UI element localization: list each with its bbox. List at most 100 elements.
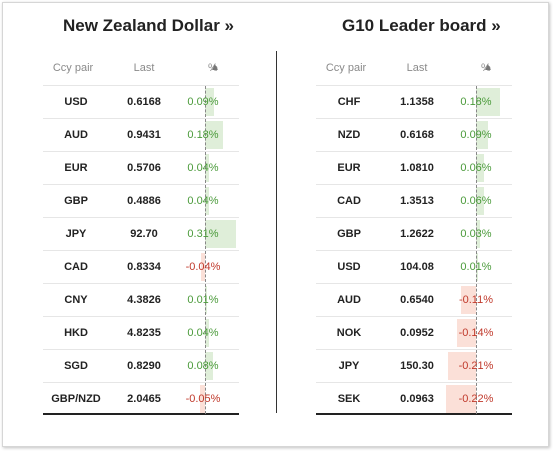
panel-divider — [276, 51, 277, 413]
table-row[interactable]: GBP/NZD 2.0465 -0.05% — [43, 382, 239, 415]
pct-change-cell: 0.18% — [167, 119, 239, 150]
table-row[interactable]: HKD 4.8235 0.04% — [43, 316, 239, 349]
pct-change-bar — [205, 352, 213, 380]
pct-change-cell: 0.01% — [167, 284, 239, 315]
header-pct-label: % — [481, 62, 491, 74]
pct-change-cell: -0.22% — [440, 383, 512, 414]
table-row[interactable]: NOK 0.0952 -0.14% — [316, 316, 512, 349]
last-price-cell: 0.6168 — [400, 129, 434, 141]
pct-change-bar — [446, 385, 476, 413]
pct-change-value: 0.18% — [460, 96, 492, 108]
ccy-pair-cell: JPY — [65, 228, 87, 240]
pct-change-bar — [447, 352, 476, 380]
zero-baseline — [205, 119, 206, 150]
pct-change-bar — [476, 121, 489, 149]
table-row[interactable]: GBP 0.4886 0.04% — [43, 184, 239, 217]
last-price-cell: 150.30 — [400, 360, 434, 372]
zero-baseline — [205, 152, 206, 183]
header-ccy-pair[interactable]: Ccy pair — [325, 62, 367, 74]
pct-change-cell: -0.14% — [440, 317, 512, 348]
zero-baseline — [476, 383, 477, 414]
nzd-panel-title[interactable]: New Zealand Dollar » — [63, 16, 234, 35]
table-row[interactable]: CAD 0.8334 -0.04% — [43, 250, 239, 283]
pct-change-value: 0.31% — [187, 228, 219, 240]
pct-change-cell: -0.21% — [440, 350, 512, 381]
table-row[interactable]: EUR 1.0810 0.06% — [316, 151, 512, 184]
table-row[interactable]: NZD 0.6168 0.09% — [316, 118, 512, 151]
pct-change-value: -0.11% — [458, 294, 494, 306]
pct-change-value: 0.06% — [460, 162, 492, 174]
pct-change-value: -0.14% — [458, 327, 494, 339]
table-row[interactable]: AUD 0.9431 0.18% — [43, 118, 239, 151]
pct-change-cell: 0.06% — [440, 152, 512, 183]
zero-baseline — [476, 119, 477, 150]
table-row[interactable]: USD 0.6168 0.09% — [43, 85, 239, 118]
pct-change-bar — [461, 286, 476, 314]
last-price-cell: 2.0465 — [127, 393, 161, 405]
pct-change-bar — [205, 187, 209, 215]
last-price-cell: 1.1358 — [400, 96, 434, 108]
widget-frame: New Zealand Dollar » Ccy pair Last % ▲ US… — [2, 2, 549, 447]
pct-change-value: 0.08% — [187, 360, 219, 372]
ccy-pair-cell: CAD — [64, 261, 88, 273]
pct-change-bar — [476, 88, 501, 116]
pct-change-value: 0.01% — [460, 261, 492, 273]
pct-change-value: 0.09% — [460, 129, 492, 141]
pct-change-cell: 0.09% — [440, 119, 512, 150]
header-last[interactable]: Last — [406, 62, 428, 74]
zero-baseline — [205, 251, 206, 282]
table-row[interactable]: JPY 92.70 0.31% — [43, 217, 239, 250]
last-price-cell: 0.0952 — [400, 327, 434, 339]
pct-change-cell: 0.18% — [440, 86, 512, 117]
header-pct-label: % — [208, 62, 218, 74]
nzd-table-body: USD 0.6168 0.09% AUD 0.9431 0.18% EUR 0.5706 0.0… — [43, 85, 239, 415]
table-row[interactable]: JPY 150.30 -0.21% — [316, 349, 512, 382]
last-price-cell: 0.6540 — [400, 294, 434, 306]
table-row[interactable]: SEK 0.0963 -0.22% — [316, 382, 512, 415]
pct-change-value: 0.01% — [187, 294, 219, 306]
table-row[interactable]: AUD 0.6540 -0.11% — [316, 283, 512, 316]
zero-baseline — [205, 185, 206, 216]
pct-change-bar — [476, 253, 478, 281]
pct-change-value: 0.18% — [187, 129, 219, 141]
ccy-pair-cell: GBP — [337, 228, 361, 240]
pct-change-bar — [205, 88, 214, 116]
pct-change-value: -0.04% — [185, 261, 221, 273]
zero-baseline — [476, 350, 477, 381]
pct-change-bar — [205, 121, 223, 149]
last-price-cell: 92.70 — [130, 228, 158, 240]
pct-change-bar — [476, 187, 485, 215]
pct-change-cell: 0.08% — [167, 350, 239, 381]
header-last[interactable]: Last — [133, 62, 155, 74]
pct-change-cell: 0.04% — [167, 185, 239, 216]
nzd-table-header: Ccy pair Last % ▲ — [43, 62, 239, 78]
sort-asc-icon: ▲ — [483, 62, 493, 73]
ccy-pair-cell: CAD — [337, 195, 361, 207]
pct-change-cell: 0.06% — [440, 185, 512, 216]
g10-panel-title[interactable]: G10 Leader board » — [342, 16, 501, 35]
table-row[interactable]: EUR 0.5706 0.04% — [43, 151, 239, 184]
table-row[interactable]: CNY 4.3826 0.01% — [43, 283, 239, 316]
pct-change-cell: 0.04% — [167, 152, 239, 183]
last-price-cell: 1.2622 — [400, 228, 434, 240]
pct-change-bar — [205, 220, 236, 248]
last-price-cell: 104.08 — [400, 261, 434, 273]
table-row[interactable]: CHF 1.1358 0.18% — [316, 85, 512, 118]
pct-change-value: 0.03% — [460, 228, 492, 240]
header-ccy-pair[interactable]: Ccy pair — [52, 62, 94, 74]
table-row[interactable]: USD 104.08 0.01% — [316, 250, 512, 283]
table-row[interactable]: SGD 0.8290 0.08% — [43, 349, 239, 382]
pct-change-value: 0.04% — [187, 162, 219, 174]
ccy-pair-cell: NOK — [336, 327, 362, 339]
pct-change-value: 0.04% — [187, 327, 219, 339]
last-price-cell: 0.8290 — [127, 360, 161, 372]
pct-change-bar — [200, 385, 205, 413]
table-row[interactable]: CAD 1.3513 0.06% — [316, 184, 512, 217]
last-price-cell: 0.8334 — [127, 261, 161, 273]
g10-table-header: Ccy pair Last % ▲ — [316, 62, 512, 78]
pct-change-value: 0.06% — [460, 195, 492, 207]
table-row[interactable]: GBP 1.2622 0.03% — [316, 217, 512, 250]
g10-table-body: CHF 1.1358 0.18% NZD 0.6168 0.09% EUR 1.0810 0.0… — [316, 85, 512, 415]
ccy-pair-cell: HKD — [64, 327, 88, 339]
sort-asc-icon: ▲ — [210, 62, 220, 73]
